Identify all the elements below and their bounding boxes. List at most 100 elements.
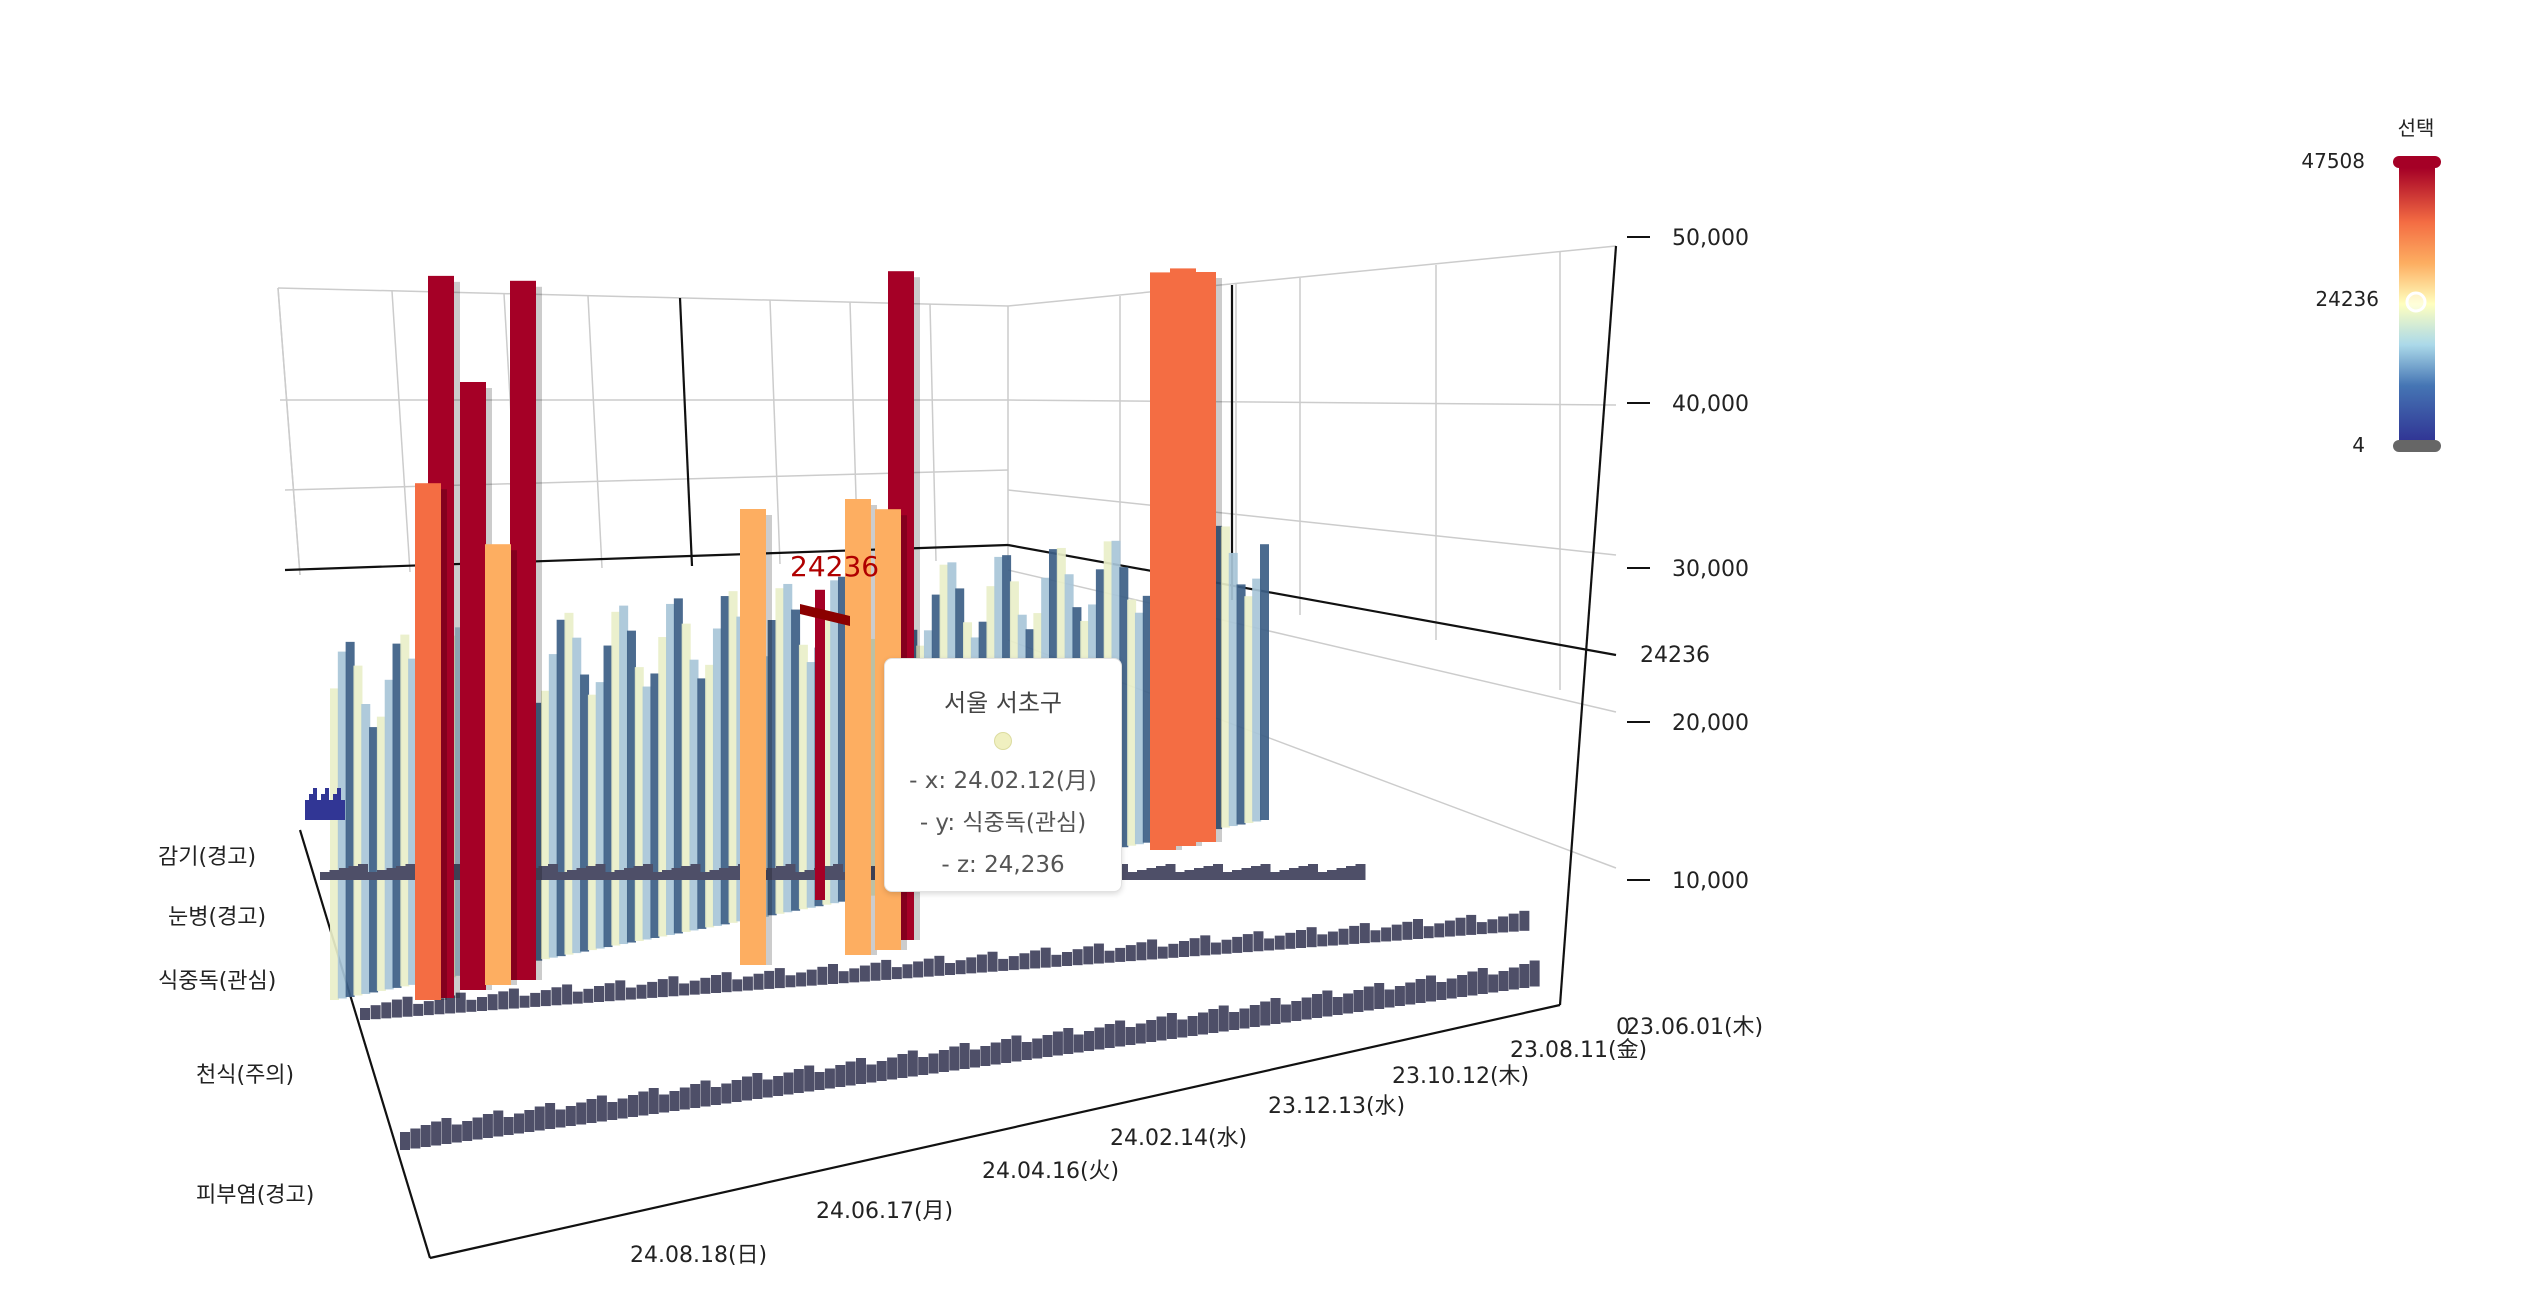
bar[interactable] [1252,578,1262,822]
bar[interactable] [1189,938,1200,957]
bar[interactable] [814,1072,825,1090]
bar[interactable] [1426,975,1436,1002]
bar[interactable] [835,1065,846,1087]
bar[interactable] [938,1050,949,1072]
bar[interactable] [548,654,558,958]
bar[interactable] [766,868,777,880]
bar[interactable] [928,1053,939,1074]
bar[interactable] [391,999,402,1018]
peak-bar[interactable] [1190,272,1216,842]
bar[interactable] [1423,926,1434,939]
bar[interactable] [806,662,816,908]
bar[interactable] [697,678,707,929]
bar[interactable] [1306,927,1317,948]
bar[interactable] [555,1109,566,1128]
bar[interactable] [325,788,329,820]
bar[interactable] [1359,923,1370,944]
bar[interactable] [503,1117,514,1135]
bar[interactable] [445,995,456,1014]
bar[interactable] [519,995,530,1008]
bar[interactable] [742,976,753,991]
bar[interactable] [1030,950,1041,969]
bar[interactable] [662,870,672,880]
bar[interactable] [1391,924,1402,941]
bar[interactable] [472,1117,483,1140]
bar[interactable] [1508,913,1519,932]
bar[interactable] [611,611,621,946]
bar[interactable] [617,1098,628,1119]
bar[interactable] [556,619,566,957]
bar[interactable] [313,788,317,820]
bar[interactable] [1296,930,1306,948]
bar[interactable] [396,866,406,880]
bar[interactable] [907,1050,918,1077]
bar[interactable] [1083,946,1094,965]
bar[interactable] [587,694,597,951]
bar[interactable] [659,1094,670,1113]
bar[interactable] [309,794,313,820]
colorbar-max-handle[interactable] [2393,156,2441,168]
bar[interactable] [1142,595,1152,843]
bar[interactable] [1363,986,1374,1011]
bar[interactable] [1349,925,1360,944]
bar[interactable] [1260,864,1271,880]
bar[interactable] [642,686,652,940]
bar[interactable] [498,991,509,1010]
bar[interactable] [1156,1016,1167,1041]
bar[interactable] [923,958,934,977]
bar[interactable] [998,958,1009,971]
bar[interactable] [405,864,416,880]
bar[interactable] [689,659,699,931]
bar[interactable] [596,1095,607,1122]
bar[interactable] [413,1003,424,1016]
bar[interactable] [700,872,710,880]
bar[interactable] [990,1042,1001,1065]
bar[interactable] [431,1121,442,1146]
bar[interactable] [1455,917,1466,936]
bar[interactable] [1317,934,1328,947]
bar[interactable] [785,975,796,988]
bar[interactable] [1332,997,1343,1015]
bar[interactable] [1253,931,1264,952]
bar[interactable] [1251,866,1261,880]
bar[interactable] [1136,942,1147,961]
bar[interactable] [1457,975,1468,997]
bar[interactable] [580,674,590,952]
bar[interactable] [1104,950,1115,963]
bar[interactable] [869,638,879,896]
bar[interactable] [710,1087,721,1105]
bar[interactable] [408,658,418,985]
bar[interactable] [959,1043,970,1069]
bar[interactable] [976,954,987,973]
bar[interactable] [700,1080,711,1107]
bar[interactable] [337,788,341,820]
bar[interactable] [918,1057,929,1075]
bar[interactable] [1298,866,1309,880]
bar[interactable] [1444,920,1455,937]
bar[interactable] [1125,1027,1136,1045]
bar[interactable] [1001,1039,1012,1063]
bar[interactable] [1184,870,1195,880]
bar[interactable] [594,986,604,1002]
bar[interactable] [1355,864,1366,880]
bar[interactable] [1198,1012,1208,1035]
bar[interactable] [1260,544,1269,820]
bar[interactable] [330,688,339,1000]
bar[interactable] [638,1091,649,1116]
bar[interactable] [361,703,371,994]
bar[interactable] [721,972,732,993]
bar[interactable] [1498,971,1509,991]
bar[interactable] [887,1057,898,1080]
bar[interactable] [557,872,568,880]
bar[interactable] [897,1054,908,1078]
bar[interactable] [434,998,445,1015]
bar[interactable] [1291,1001,1302,1021]
bar[interactable] [1236,584,1246,825]
bar[interactable] [753,973,764,990]
bar[interactable] [625,987,636,1000]
bar[interactable] [1127,599,1137,846]
bar[interactable] [891,967,902,980]
bar[interactable] [681,866,691,880]
bar[interactable] [681,623,691,932]
bar[interactable] [798,644,808,910]
